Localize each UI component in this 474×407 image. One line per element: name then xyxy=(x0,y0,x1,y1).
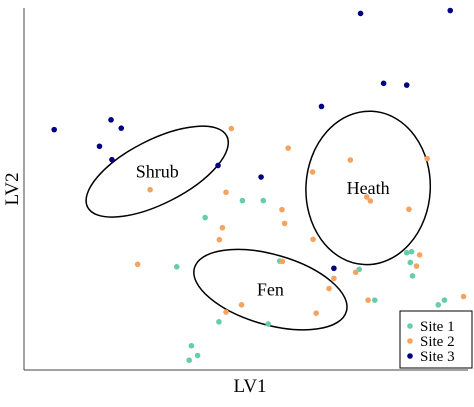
data-point-site-1 xyxy=(408,248,415,255)
data-point-site-2 xyxy=(424,155,430,162)
data-point-site-3 xyxy=(447,7,454,14)
data-point-site-2 xyxy=(331,275,337,282)
data-point-site-2 xyxy=(223,309,229,315)
data-point-site-2 xyxy=(363,194,370,200)
data-point-site-2 xyxy=(326,285,332,292)
data-point-site-2 xyxy=(460,293,467,300)
y-axis-label: LV2 xyxy=(2,172,23,205)
ellipse-fen xyxy=(193,248,348,331)
data-point-site-2 xyxy=(413,263,420,269)
ellipse-layer xyxy=(85,110,432,331)
data-point-site-2 xyxy=(352,269,359,276)
axes xyxy=(23,8,468,371)
data-point-site-1 xyxy=(407,259,414,266)
data-point-site-1 xyxy=(239,197,246,204)
data-point-site-2 xyxy=(219,224,226,231)
data-point-site-2 xyxy=(347,157,354,163)
data-point-site-2 xyxy=(279,206,285,213)
data-point-site-1 xyxy=(403,249,410,256)
data-point-site-1 xyxy=(194,352,201,359)
data-point-site-2 xyxy=(134,261,141,268)
legend-marker-site-3 xyxy=(407,353,413,359)
ellipse-label-shrub: Shrub xyxy=(136,162,179,182)
data-point-site-1 xyxy=(188,342,195,349)
data-point-site-1 xyxy=(435,302,442,308)
data-point-site-2 xyxy=(281,220,288,227)
data-point-site-3 xyxy=(108,117,114,123)
data-point-site-3 xyxy=(357,10,364,17)
data-point-site-2 xyxy=(309,169,316,175)
data-point-site-1 xyxy=(441,297,448,303)
ellipse-label-fen: Fen xyxy=(257,280,284,300)
legend-marker-site-2 xyxy=(407,338,413,344)
data-point-site-1 xyxy=(371,297,378,303)
data-point-site-1 xyxy=(409,273,416,279)
data-point-site-2 xyxy=(365,297,371,303)
data-point-site-2 xyxy=(416,252,423,258)
data-point-site-1 xyxy=(186,357,192,364)
legend-marker-site-1 xyxy=(407,323,413,329)
data-point-site-3 xyxy=(318,103,325,110)
data-point-site-2 xyxy=(223,189,229,196)
points-layer xyxy=(51,7,467,364)
data-point-site-1 xyxy=(260,197,267,204)
data-point-site-2 xyxy=(310,236,316,243)
data-point-site-2 xyxy=(285,145,291,151)
data-point-site-3 xyxy=(215,162,221,169)
data-point-site-3 xyxy=(118,125,125,131)
data-point-site-1 xyxy=(265,321,272,327)
ellipse-shrub xyxy=(85,125,230,218)
data-point-site-2 xyxy=(367,198,374,204)
x-axis-label: LV1 xyxy=(233,376,266,397)
ellipse-heath xyxy=(305,110,432,266)
data-point-site-3 xyxy=(403,82,410,88)
data-point-site-2 xyxy=(147,186,153,193)
data-point-site-3 xyxy=(96,143,103,150)
data-point-site-2 xyxy=(238,302,245,308)
ellipse-label-layer: Shrub Fen Heath xyxy=(136,162,390,300)
data-point-site-2 xyxy=(216,236,223,243)
data-point-site-2 xyxy=(406,206,412,213)
ellipse-label-heath: Heath xyxy=(347,178,390,198)
legend-label-site-1: Site 1 xyxy=(420,319,455,335)
data-point-site-3 xyxy=(258,174,264,180)
data-point-site-3 xyxy=(51,126,57,133)
data-point-site-2 xyxy=(279,258,286,265)
data-point-site-2 xyxy=(228,125,235,132)
legend-label-site-3: Site 3 xyxy=(420,349,455,365)
legend-label-site-2: Site 2 xyxy=(420,334,455,350)
data-point-site-3 xyxy=(109,156,115,163)
data-point-site-3 xyxy=(380,80,387,87)
data-point-site-1 xyxy=(202,214,208,221)
data-point-site-1 xyxy=(173,264,180,270)
data-point-site-3 xyxy=(331,265,337,272)
data-point-site-1 xyxy=(216,319,222,325)
data-point-site-2 xyxy=(313,310,319,316)
